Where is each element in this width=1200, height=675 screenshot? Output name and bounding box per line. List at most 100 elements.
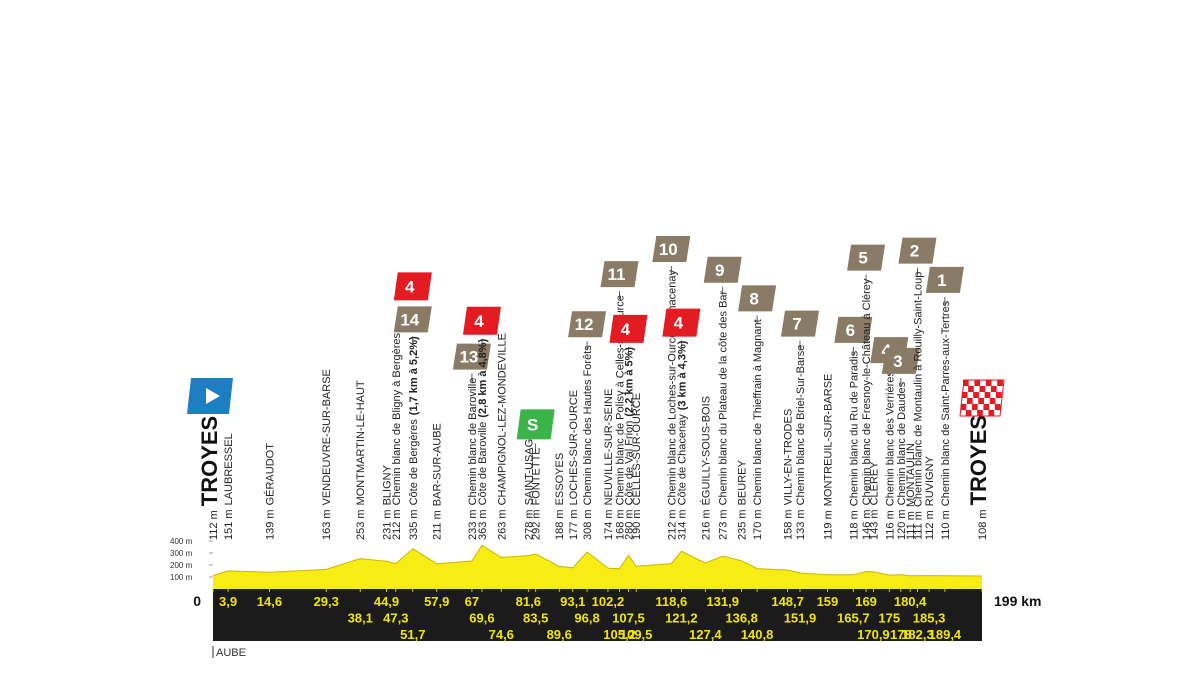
waypoint-altitude: 163 m xyxy=(321,509,333,540)
waypoint-altitude: 278 m xyxy=(523,509,535,540)
km-label: 69,6 xyxy=(469,611,494,626)
sector-tag-shape xyxy=(847,244,886,271)
waypoint-altitude: 133 m xyxy=(795,509,807,540)
waypoint-label: 273 m Chemin blanc du Plateau de la côte … xyxy=(718,290,730,540)
waypoint-altitude: 112 m xyxy=(208,510,220,540)
waypoint-name: FONTETTE xyxy=(531,447,543,505)
waypoint-label: 112 m TROYES xyxy=(197,416,222,540)
sprint-tag: S xyxy=(516,409,555,440)
climb-tag-label: 4 xyxy=(621,320,631,339)
km-label: 127,4 xyxy=(689,627,722,642)
km-label: 169 xyxy=(855,594,877,609)
sector-tag-label: 5 xyxy=(858,249,867,268)
waypoint-name: LOCHES-SUR-OURCE xyxy=(568,390,580,506)
km-label: 199 km xyxy=(994,593,1041,609)
waypoint-label: 163 m VENDEUVRE-SUR-BARSE xyxy=(321,369,333,540)
sector-tag-shape xyxy=(600,261,639,288)
waypoint-altitude: 116 m xyxy=(884,510,896,540)
waypoint-label: 143 m CLÉREY xyxy=(867,461,880,540)
waypoint-label: 111 m Chemin blanc de Montaulin à Rouilly… xyxy=(912,272,924,540)
finish-check xyxy=(997,380,1003,386)
waypoint-name: Chemin blanc du Ru de Paradis xyxy=(848,350,860,506)
finish-check xyxy=(978,398,984,404)
sector-tag-shape xyxy=(652,236,691,263)
waypoint-name: SAINT-USAGE xyxy=(523,431,535,505)
finish-check xyxy=(996,392,1002,398)
finish-check xyxy=(965,410,972,416)
sector-tag-label: 2 xyxy=(910,242,919,261)
waypoint-label: 118 m Chemin blanc du Ru de Paradis xyxy=(848,350,860,540)
km-label: 29,3 xyxy=(314,594,339,609)
waypoint-name: Côte de Chacenay xyxy=(676,414,688,506)
km-label: 14,6 xyxy=(257,594,282,609)
waypoint-name: Chemin blanc de Montaulin à Rouilly-Sain… xyxy=(912,272,924,507)
region-label: AUBE xyxy=(216,647,246,659)
climb-detail: (3 km à 4,3%) xyxy=(676,340,688,410)
waypoint-name: Chemin blanc de Daudes xyxy=(896,381,908,505)
waypoint-name: RUVIGNY xyxy=(924,455,936,506)
waypoint-name: Chemin blanc du Plateau de la côte des B… xyxy=(718,290,730,505)
waypoint-label: 280 m Côte de Val Frion (2,2 km à 5%) xyxy=(623,347,635,540)
waypoint-altitude: 118 m xyxy=(848,510,860,540)
finish-check xyxy=(960,404,967,410)
waypoint-name: Côte de Baroville xyxy=(477,422,489,506)
climb-tag: 4 xyxy=(462,306,501,335)
waypoint-label: 231 m BLIGNY xyxy=(382,464,394,540)
waypoint-altitude: 211 m xyxy=(432,510,444,540)
waypoint-name: Côte de Bergères xyxy=(408,419,420,506)
waypoint-name: LAUBRESSEL xyxy=(223,433,235,505)
climb-tag-shape xyxy=(662,308,701,337)
finish-check xyxy=(977,410,983,416)
waypoint-name: CLÉREY xyxy=(867,461,880,506)
sector-tag-shape xyxy=(834,316,873,343)
waypoint-altitude: 143 m xyxy=(868,509,880,540)
waypoint-name: Chemin blanc des Hautes Forêts xyxy=(582,345,594,506)
sector-tag-shape xyxy=(881,347,920,374)
waypoint-name: Chemin blanc de Bligny à Bergères xyxy=(391,332,403,505)
waypoint-label: 110 m Chemin blanc de Saint-Parres-aux-Te… xyxy=(940,300,952,540)
waypoint-name: GÉRAUDOT xyxy=(263,443,276,506)
start-arrow xyxy=(206,388,220,404)
finish-check xyxy=(988,410,995,416)
km-label: 51,7 xyxy=(400,627,425,642)
km-label: 83,5 xyxy=(523,611,548,626)
km-label: 170,9 xyxy=(857,627,890,642)
climb-tag-shape xyxy=(393,272,432,301)
km-label: 38,1 xyxy=(348,611,373,626)
finish-check xyxy=(963,380,969,386)
sector-tag-label: 3 xyxy=(893,352,902,371)
km-label: 180,4 xyxy=(894,594,927,609)
waypoint-name: BAR-SUR-AUBE xyxy=(432,423,444,506)
waypoint-altitude: 168 m xyxy=(615,509,627,540)
sector-tag: 14 xyxy=(393,306,432,333)
y-tick-label: 100 m xyxy=(170,573,193,582)
finish-check xyxy=(989,398,996,404)
sector-tag-shape xyxy=(780,310,819,337)
sector-tag: 2 xyxy=(898,237,937,264)
waypoint-label: 146 m Chemin blanc de Fresnoy-le-Château … xyxy=(861,278,873,540)
waypoint-altitude: 170 m xyxy=(752,509,764,540)
waypoint-name: Chemin blanc de Baroville xyxy=(467,378,479,506)
y-tick-label: 200 m xyxy=(170,561,193,570)
waypoint-altitude: 119 m xyxy=(822,510,834,540)
waypoint-altitude: 363 m xyxy=(477,509,489,540)
climb-detail: (2,8 km à 4,8%) xyxy=(477,338,489,417)
waypoint-altitude: 292 m xyxy=(531,509,543,540)
waypoint-name: Chemin blanc de Saint-Parres-aux-Tertres xyxy=(940,300,952,506)
waypoint-altitude: 111 m xyxy=(912,511,924,540)
sector-tag: 1 xyxy=(925,266,964,293)
waypoint-label: 111 m MONTAULIN xyxy=(905,443,917,540)
climb-tag-label: 4 xyxy=(474,312,484,331)
waypoint-name: MONTAULIN xyxy=(905,443,917,507)
waypoint-name: MONTMARTIN-LE-HAUT xyxy=(355,380,367,505)
waypoint-altitude: 273 m xyxy=(718,509,730,540)
finish-check xyxy=(966,398,973,404)
finish-check xyxy=(972,404,978,410)
waypoint-altitude: 139 m xyxy=(264,509,276,540)
sector-tag-shape xyxy=(393,306,432,333)
waypoint-altitude: 188 m xyxy=(554,509,566,540)
waypoint-label: 177 m LOCHES-SUR-OURCE xyxy=(568,390,580,540)
waypoint-name: BLIGNY xyxy=(382,464,394,505)
waypoint-label: 119 m MONTREUIL-SUR-BARSE xyxy=(822,374,834,540)
sector-tag-shape xyxy=(452,343,491,370)
